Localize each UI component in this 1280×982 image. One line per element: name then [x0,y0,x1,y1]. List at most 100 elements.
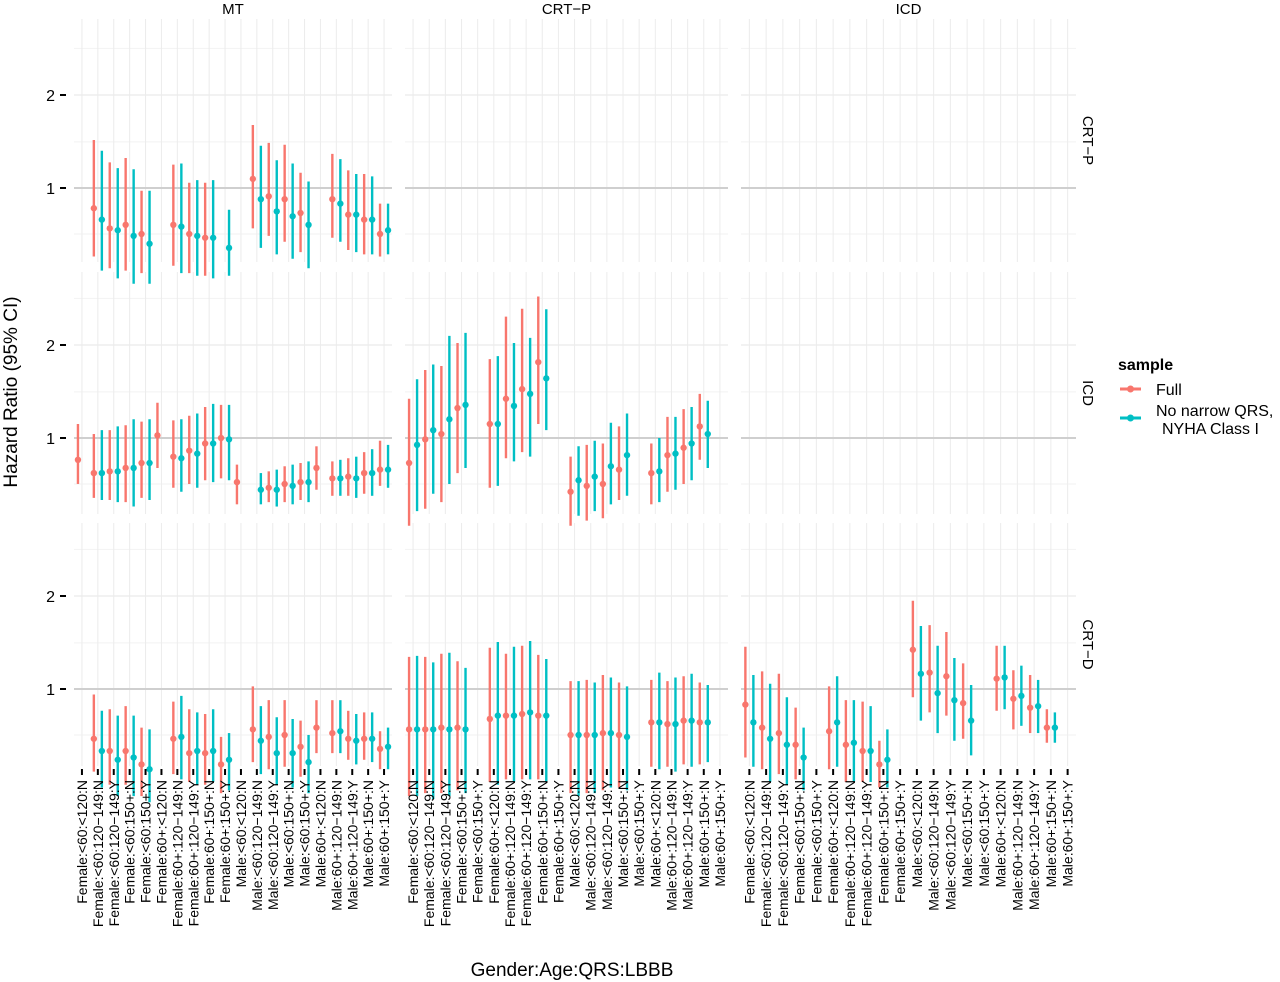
hr-point [138,230,145,238]
hr-point [313,724,320,731]
hr-point [648,719,655,726]
col-facet-label: CRT−P [542,1,591,18]
hr-point [146,459,153,467]
hr-point [114,756,121,763]
x-tick-label: Male:<60:<120:N [909,780,925,887]
hr-point [623,451,631,459]
hr-point [249,726,257,733]
x-tick-label: Female:<60:120−149:Y [106,779,122,926]
hr-point [376,745,384,753]
x-tick-label: Male:60+:120−149:N [1009,780,1025,911]
hr-point [194,232,201,240]
hr-point [943,673,950,680]
panel-bg [741,272,1076,514]
hr-point [289,482,296,490]
hr-point [446,416,453,423]
x-axis-label: Gender:Age:QRS:LBBB [471,960,674,981]
hr-point [583,731,590,739]
hr-point [1043,724,1051,731]
y-tick-label: 2 [46,589,55,606]
hr-point [257,195,265,203]
hr-point [567,488,574,495]
hr-point [486,420,494,428]
x-tick-label: Male:<60:150+:N [959,780,975,887]
x-tick-label: Male:60+:150+:N [360,780,376,887]
x-tick-label: Male:<60:120−149:Y [942,779,958,910]
hr-point [951,696,958,704]
hr-point [825,728,833,735]
hr-point [413,726,421,733]
x-tick-label: Female:60+:120−149:N [502,780,518,927]
axes-layer: MT CRT−P ICD CRT−P ICD CRT−D 1 2 1 2 1 2 Female:<60:… [46,1,1096,927]
hr-point [615,466,623,473]
hr-point [591,731,598,739]
x-tick-label: Male:<60:150+:Y [631,779,647,886]
hr-point [329,475,336,482]
hr-point [1026,704,1034,711]
x-tick-label: Male:60+:150+:N [1043,780,1059,887]
x-tick-label: Female:<60:150+:Y [470,779,486,903]
hr-point [273,208,280,215]
panel-bg [405,19,728,262]
hr-point [225,244,233,252]
x-tick-label: Male:<60:150+:N [615,780,631,887]
hr-point [337,728,344,735]
hr-point [368,216,376,223]
legend-label-no-narrow-1: No narrow QRS, [1156,403,1273,420]
x-tick-label: Male:<60:150+:Y [976,779,992,886]
x-tick-label: Female:<60:150+:Y [138,779,154,903]
hr-point [281,731,288,739]
x-tick-label: Female:<60:<120:N [405,780,421,904]
hr-point [438,430,445,438]
hr-point [486,715,494,723]
x-tick-label: Male:<60:120−149:Y [599,779,615,910]
hr-point [405,459,413,467]
hr-point [867,747,874,755]
legend-label-full: Full [1156,382,1182,399]
hr-point [225,436,233,443]
panel-bg [741,523,1076,766]
hr-point [422,436,429,443]
hr-point [567,731,574,739]
hr-point [353,475,360,482]
hr-point [909,646,917,653]
hr-point [178,733,185,741]
x-tick-label: Male:<60:120−149:N [926,780,942,911]
hr-point [656,468,663,475]
hr-point [265,193,272,200]
x-tick-label: Male:60+:120−149:Y [680,779,696,910]
hr-point [376,466,384,473]
hr-point [1001,674,1008,681]
hr-point [249,175,257,183]
hr-point [178,455,185,462]
hr-point [502,712,510,719]
panel-bg [405,523,728,766]
hr-point [384,466,392,473]
x-tick-label: Male:60+:150+:Y [376,779,392,886]
hr-point [360,735,368,742]
hr-point [130,464,137,472]
x-tick-label: Male:60+:120−149:Y [344,779,360,910]
x-tick-label: Female:60+:120−149:N [169,780,185,927]
hr-point [430,426,437,434]
hr-point [518,385,526,393]
x-tick-label: Female:60+:150+:N [875,780,891,904]
hr-point [273,486,280,493]
hr-point [926,669,933,676]
hr-point [1018,692,1025,700]
hr-point [122,221,129,229]
hr-point [518,710,526,718]
hr-point [130,754,137,761]
hr-point [186,230,193,238]
hr-point [90,205,98,212]
x-tick-label: Female:<60:150+:N [454,780,470,904]
hr-point [526,709,534,716]
x-tick-label: Female:60+:150+:N [201,780,217,904]
hr-point [281,480,288,488]
x-tick-label: Male:60+:150+:Y [712,779,728,886]
hr-point [758,724,766,731]
hr-point [1051,724,1059,731]
x-tick-label: Male:<60:120−149:Y [265,779,281,910]
hr-point [329,195,336,203]
